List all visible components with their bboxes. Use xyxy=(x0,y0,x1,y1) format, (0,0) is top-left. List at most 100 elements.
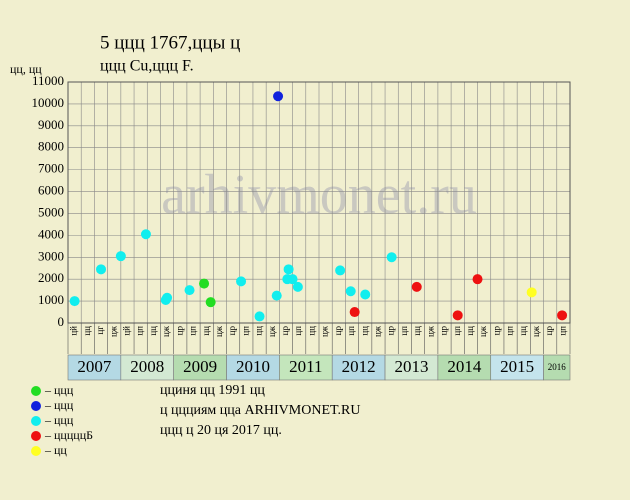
note: ц ццциям цца ARHIVMONET.RU xyxy=(160,403,360,418)
x-tick-label: цп xyxy=(399,326,409,336)
x-tick-label: цц xyxy=(254,326,264,336)
point xyxy=(205,297,216,308)
x-tick-label: цр xyxy=(280,326,290,336)
y-tick-label: 2000 xyxy=(38,270,64,285)
x-tick-label: цж xyxy=(267,325,277,337)
point xyxy=(472,274,483,285)
x-tick-label: цр xyxy=(227,326,237,336)
legend-swatch xyxy=(31,446,41,456)
x-tick-label: цц xyxy=(201,326,211,336)
x-tick-label: цж xyxy=(425,325,435,337)
legend-label: – ццц xyxy=(44,383,74,397)
year-label: 2015 xyxy=(500,357,534,376)
year-band xyxy=(490,354,544,381)
y-tick-label: 9000 xyxy=(38,117,64,132)
point xyxy=(254,311,265,322)
x-tick-label: цж xyxy=(373,325,383,337)
legend-swatch xyxy=(31,401,41,411)
y-tick-label: 10000 xyxy=(32,95,65,110)
y-tick-label: 5000 xyxy=(38,204,64,219)
legend-swatch xyxy=(31,431,41,441)
point xyxy=(349,307,360,318)
year-band xyxy=(331,354,386,381)
chart-title: 5 ццц 1767,ццы ц xyxy=(100,32,240,53)
year-label: 2016 xyxy=(548,362,567,372)
year-label: 2013 xyxy=(394,357,428,376)
year-label: 2014 xyxy=(447,357,482,376)
year-band xyxy=(173,354,227,381)
x-tick-label: цп xyxy=(188,326,198,336)
point xyxy=(271,290,282,301)
point xyxy=(184,285,195,296)
x-tick-label: цп xyxy=(135,326,145,336)
point xyxy=(411,281,422,292)
y-tick-label: 7000 xyxy=(38,161,64,176)
y-tick-label: 11000 xyxy=(32,73,64,88)
x-tick-label: цц xyxy=(148,326,158,336)
x-tick-label: цж xyxy=(320,325,330,337)
x-tick-label: цр xyxy=(544,326,554,336)
legend-swatch xyxy=(31,416,41,426)
note: ццц ц 20 ця 2017 цц. xyxy=(160,423,282,438)
legend-swatch xyxy=(31,386,41,396)
y-tick-label: 0 xyxy=(58,314,65,329)
year-label: 2010 xyxy=(236,357,270,376)
x-tick-label: цц xyxy=(82,326,92,336)
point xyxy=(236,276,247,287)
x-tick-label: цц xyxy=(306,326,316,336)
x-tick-label: цц xyxy=(412,326,422,336)
point xyxy=(273,91,284,102)
year-label: 2011 xyxy=(289,357,322,376)
year-band xyxy=(120,354,174,381)
x-tick-label: цп xyxy=(240,326,250,336)
x-tick-label: цп xyxy=(505,326,515,336)
x-tick-label: цж xyxy=(214,325,224,337)
point xyxy=(115,251,126,262)
y-tick-label: 8000 xyxy=(38,139,64,154)
x-tick-label: цж xyxy=(531,325,541,337)
legend-label: – цц xyxy=(44,443,67,457)
year-band xyxy=(384,354,439,381)
point xyxy=(96,264,107,275)
point xyxy=(199,278,210,289)
x-tick-label: цц xyxy=(465,326,475,336)
point xyxy=(140,229,151,240)
x-tick-label: цп xyxy=(346,326,356,336)
year-label: 2012 xyxy=(342,357,376,376)
year-band xyxy=(543,354,571,381)
y-tick-label: 3000 xyxy=(38,248,64,263)
year-label: 2009 xyxy=(183,357,217,376)
point xyxy=(69,296,80,307)
note: цциня цц 1991 цц xyxy=(160,383,265,398)
x-tick-label: цр xyxy=(439,326,449,336)
y-axis-label: цц, цц xyxy=(10,62,42,76)
year-band xyxy=(279,354,333,381)
x-tick-label: цц xyxy=(518,326,528,336)
y-tick-label: 1000 xyxy=(38,292,64,307)
x-tick-label: цж xyxy=(108,325,118,337)
point xyxy=(283,264,294,275)
x-tick-label: цр xyxy=(174,326,184,336)
x-tick-label: цп xyxy=(452,326,462,336)
x-tick-label: цй xyxy=(69,326,79,336)
legend-label: – цццццБ xyxy=(44,428,93,442)
point xyxy=(335,265,346,276)
x-tick-label: цр xyxy=(333,326,343,336)
point xyxy=(360,289,371,300)
x-tick-label: цг xyxy=(95,326,105,335)
year-band xyxy=(437,354,492,381)
y-tick-label: 6000 xyxy=(38,183,64,198)
point xyxy=(162,292,173,303)
x-tick-label: цп xyxy=(557,326,567,336)
x-tick-label: цр xyxy=(386,326,396,336)
legend-label: – ццц xyxy=(44,413,74,427)
x-tick-label: цп xyxy=(293,326,303,336)
y-tick-label: 4000 xyxy=(38,226,64,241)
point xyxy=(452,310,463,321)
year-label: 2008 xyxy=(130,357,164,376)
year-label: 2007 xyxy=(77,357,112,376)
x-tick-label: цж xyxy=(478,325,488,337)
point xyxy=(386,252,397,263)
